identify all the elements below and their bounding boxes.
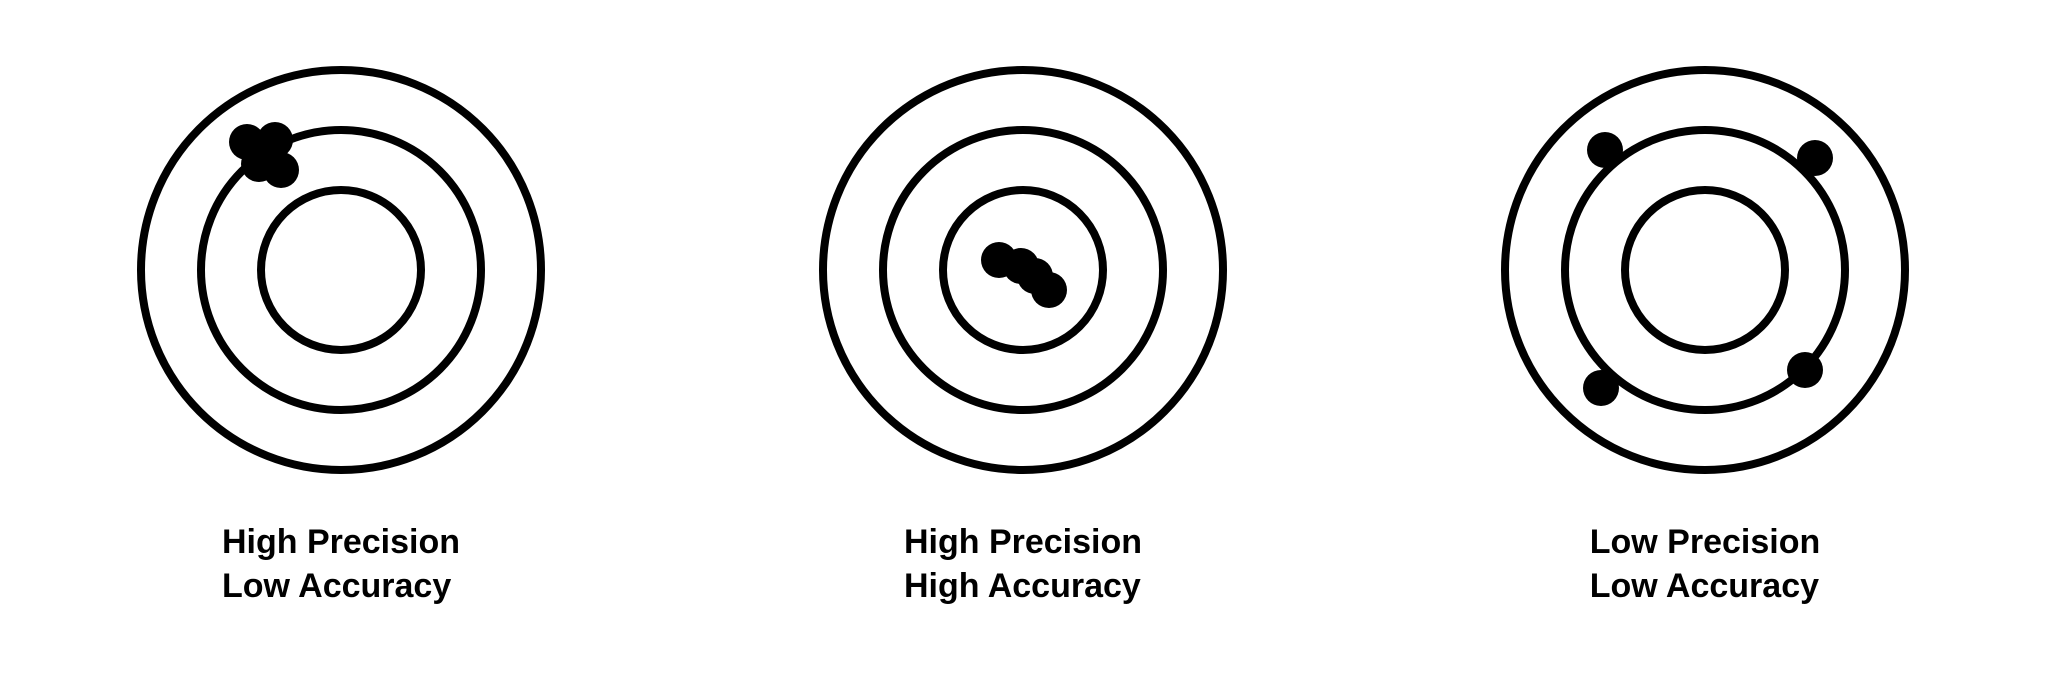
panel-high-precision-low-accuracy: High Precision Low Accuracy [121,50,561,608]
target-svg-2 [1485,50,1925,490]
caption-0-line2: Low Accuracy [222,564,460,608]
panel-low-precision-low-accuracy: Low Precision Low Accuracy [1485,50,1925,608]
diagram-row: High Precision Low Accuracy High Precisi… [0,0,2046,675]
caption-2: Low Precision Low Accuracy [1590,520,1821,608]
shot-dot [263,152,299,188]
caption-1-line2: High Accuracy [904,564,1142,608]
target-ring [261,190,421,350]
caption-0-line1: High Precision [222,520,460,564]
target-svg-0 [121,50,561,490]
panel-high-precision-high-accuracy: High Precision High Accuracy [803,50,1243,608]
target-ring [1625,190,1785,350]
caption-2-line1: Low Precision [1590,520,1821,564]
caption-2-line2: Low Accuracy [1590,564,1821,608]
caption-1: High Precision High Accuracy [904,520,1142,608]
rings-0 [141,70,541,470]
shot-dot [1797,140,1833,176]
target-svg-1 [803,50,1243,490]
shot-dot [1587,132,1623,168]
shot-dot [1787,352,1823,388]
shot-dot [1583,370,1619,406]
caption-0: High Precision Low Accuracy [222,520,460,608]
shot-dot [1031,272,1067,308]
rings-2 [1505,70,1905,470]
dots-2 [1583,132,1833,406]
dots-1 [981,242,1067,308]
caption-1-line1: High Precision [904,520,1142,564]
